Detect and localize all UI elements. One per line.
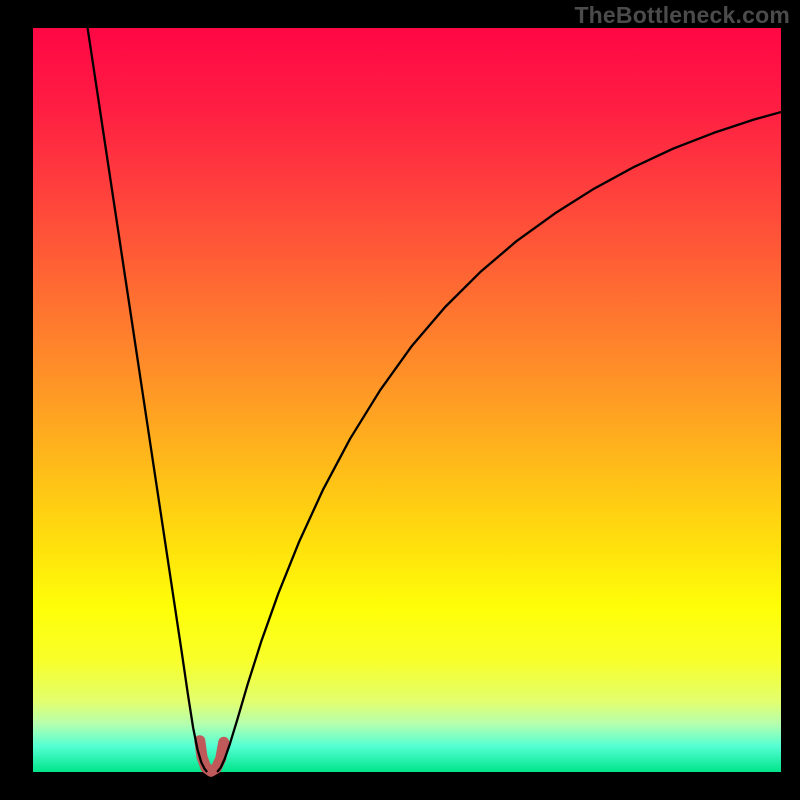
- bottleneck-chart: [0, 0, 800, 800]
- gradient-background: [33, 28, 781, 772]
